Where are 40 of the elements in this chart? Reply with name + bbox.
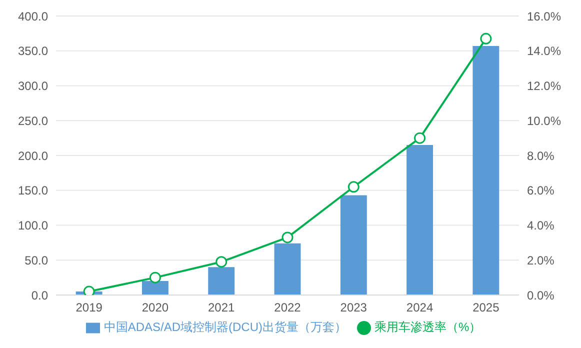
y-tick-label: 250.0 <box>18 114 48 128</box>
y2-tick-label: 4.0% <box>527 218 555 233</box>
bar <box>274 243 301 295</box>
y-tick-label: 0.0 <box>31 288 48 302</box>
y-tick-label: 200.0 <box>18 148 48 163</box>
point <box>414 132 426 144</box>
point <box>282 232 294 244</box>
x-tick-label: 2023 <box>340 300 368 315</box>
y-tick-label: 100.0 <box>18 218 48 233</box>
bar <box>142 281 168 295</box>
x-tick-label: 2021 <box>208 300 236 315</box>
y2-tick-label: 8.0% <box>527 148 555 163</box>
y2-tick-label: 12.0% <box>527 79 562 94</box>
bar <box>406 145 434 295</box>
x-tick-label: 2019 <box>76 300 103 315</box>
x-tick-label: 2025 <box>472 300 500 315</box>
y2-tick-label: 10.0% <box>527 114 562 128</box>
point <box>480 32 492 44</box>
bar <box>340 195 367 295</box>
y2-tick-label: 6.0% <box>527 184 555 198</box>
y2-tick-label: 14.0% <box>527 44 562 58</box>
point <box>83 286 95 295</box>
x-tick-label: 2022 <box>274 300 302 315</box>
y-tick-label: 350.0 <box>18 44 48 58</box>
bar <box>472 46 500 295</box>
legend-label: 乘用车渗透率（%） <box>374 320 482 334</box>
point <box>216 256 228 268</box>
y-tick-label: 400.0 <box>18 9 48 24</box>
y2-tick-label: 2.0% <box>527 253 555 268</box>
x-tick-label: 2020 <box>142 300 169 315</box>
y2-tick-label: 16.0% <box>527 9 562 24</box>
bar <box>208 267 235 295</box>
y-tick-label: 300.0 <box>18 79 48 94</box>
point <box>149 272 161 284</box>
x-tick-label: 2024 <box>406 300 434 315</box>
y2-tick-label: 0.0% <box>527 288 555 302</box>
y-tick-label: 50.0 <box>24 253 48 268</box>
legend-label: 中国ADAS/AD域控制器(DCU)出货量（万套） <box>104 320 346 334</box>
y-tick-label: 150.0 <box>18 184 48 198</box>
point <box>348 181 360 193</box>
